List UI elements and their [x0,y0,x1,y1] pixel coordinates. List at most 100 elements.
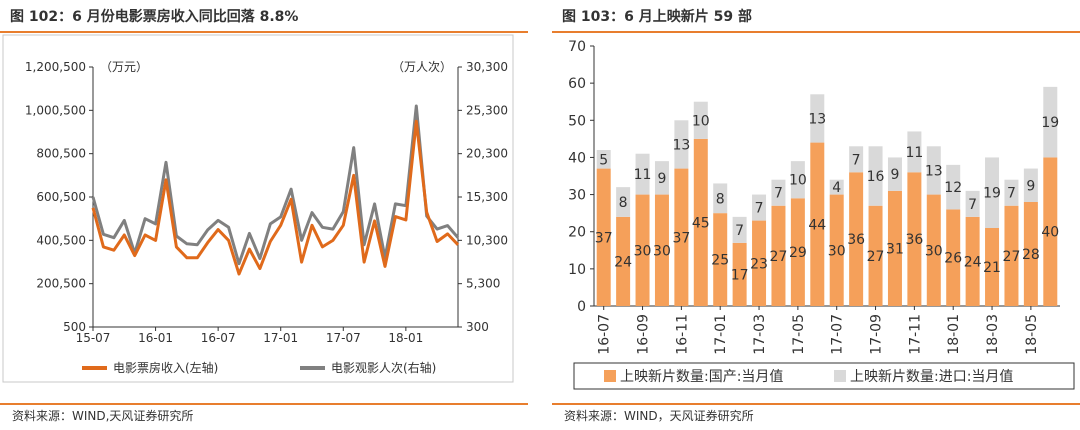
imported-bar [596,150,611,169]
right-y-tick-label: 10,300 [466,233,508,247]
imported-bar [926,146,941,195]
imported-value-label: 13 [672,137,690,153]
right-figure-title: 图 103：6 月上映新片 59 部 [562,9,752,25]
right-y-tick-label: 20,300 [466,147,508,161]
domestic-value-label: 21 [983,260,1001,276]
bar-y-tick-label: 0 [577,299,586,315]
left-source-rule [0,403,528,405]
x-tick-label: 18-01 [388,331,423,345]
bar-y-tick-label: 20 [568,225,586,241]
domestic-value-label: 36 [905,232,923,248]
imported-bar [1043,86,1058,158]
domestic-bar [1043,157,1058,306]
domestic-bar [790,198,805,306]
bar-x-tick-group: 18-03 [985,314,1001,355]
imported-value-label: 7 [755,201,764,217]
domestic-value-label: 27 [770,249,788,265]
imported-value-label: 11 [905,145,923,161]
bar-x-tick-group: 18-01 [946,314,962,355]
x-tick-label: 16-07 [201,331,236,345]
right-source-note: 资料来源：WIND，天风证券研究所 [564,409,754,423]
bar-x-tick-label: 17-07 [830,314,846,355]
left-figure-title: 图 102：6 月份电影票房收入同比回落 8.8% [10,9,299,25]
domestic-value-label: 24 [964,254,982,270]
bar-x-tick-label: 16-11 [674,314,690,355]
x-tick-label: 17-07 [326,331,361,345]
imported-bar [713,183,728,214]
right-figure: 图 103：6 月上映新片 59 部 70 60 50 40 30 20 10 0 37 5 24 8… [552,0,1080,430]
imported-bar [1023,168,1038,202]
imported-bar [810,94,825,143]
imported-value-label: 9 [657,171,666,187]
domestic-value-label: 30 [653,243,671,259]
imported-bar [771,179,786,206]
imported-bar [790,161,805,199]
domestic-value-label: 24 [614,254,632,270]
imported-bar [732,216,747,243]
imported-value-label: 19 [983,186,1001,202]
imported-bar [654,161,669,195]
right-title-rule [552,31,1080,33]
imported-value-label: 7 [1007,186,1016,202]
domestic-value-label: 30 [925,243,943,259]
imported-bar [887,157,902,191]
imported-value-label: 7 [852,152,861,168]
imported-value-label: 12 [944,180,962,196]
imported-bar [907,131,922,173]
imported-value-label: 13 [925,163,943,179]
domestic-bar [693,138,708,306]
x-tick-label: 15-07 [76,331,111,345]
right-axis-unit: （万人次） [392,60,452,74]
left-axis-unit: （万元） [100,60,148,74]
domestic-value-label: 17 [731,267,749,283]
domestic-bar [674,168,689,306]
left-y-tick-label: 1,200,500 [25,60,86,74]
bar-x-tick-group: 17-07 [830,314,846,355]
imported-bar [1004,179,1019,206]
bar-x-tick-group: 17-09 [869,314,885,355]
left-source-note: 资料来源：WIND,天风证券研究所 [12,409,194,423]
imported-bar [674,120,689,169]
imported-value-label: 8 [716,191,725,207]
left-title-rule [0,31,528,33]
left-y-tick-label: 200,500 [36,277,86,291]
bar-x-tick-group: 17-05 [791,314,807,355]
legend-audience-label: 电影观影人次(右轴) [331,360,436,375]
domestic-bar [1023,202,1038,306]
bar-y-tick-label: 10 [568,262,586,278]
imported-bar [946,164,961,210]
bar-y-tick-label: 40 [568,150,586,166]
imported-value-label: 7 [774,186,783,202]
bar-x-tick-label: 16-09 [636,314,652,355]
domestic-bar [965,216,980,306]
imported-bar [829,179,844,195]
left-chart: 500 200,500 400,500 600,500 800,500 1,000,500… [2,34,514,383]
bar-x-tick-label: 17-01 [713,314,729,355]
domestic-value-label: 40 [1041,225,1059,241]
right-y-tick-label: 30,300 [466,60,508,74]
imported-bar [868,146,883,206]
domestic-value-label: 29 [789,245,807,261]
domestic-value-label: 37 [672,230,690,246]
domestic-bar [946,209,961,306]
imported-bar [752,194,767,221]
bar-x-tick-label: 18-05 [1024,314,1040,355]
right-chart: 7060504030201003752483011309371345102581… [568,39,1075,390]
domestic-value-label: 31 [886,241,904,257]
domestic-value-label: 37 [595,230,613,246]
domestic-bar [654,194,669,306]
bar-y-tick-label: 60 [568,76,586,92]
imported-value-label: 10 [789,173,807,189]
imported-bar [635,153,650,195]
domestic-value-label: 25 [711,253,729,269]
right-source-rule [552,403,1080,405]
imported-value-label: 9 [1026,178,1035,194]
audience-series-line [91,104,460,266]
bar-x-tick-group: 18-05 [1024,314,1040,355]
domestic-value-label: 30 [634,243,652,259]
left-figure: 图 102：6 月份电影票房收入同比回落 8.8% 500 200,500 400,… [0,0,528,430]
bar-x-tick-label: 16-07 [597,314,613,355]
domestic-value-label: 28 [1022,247,1040,263]
imported-bar [693,101,708,139]
domestic-bar [732,242,747,306]
